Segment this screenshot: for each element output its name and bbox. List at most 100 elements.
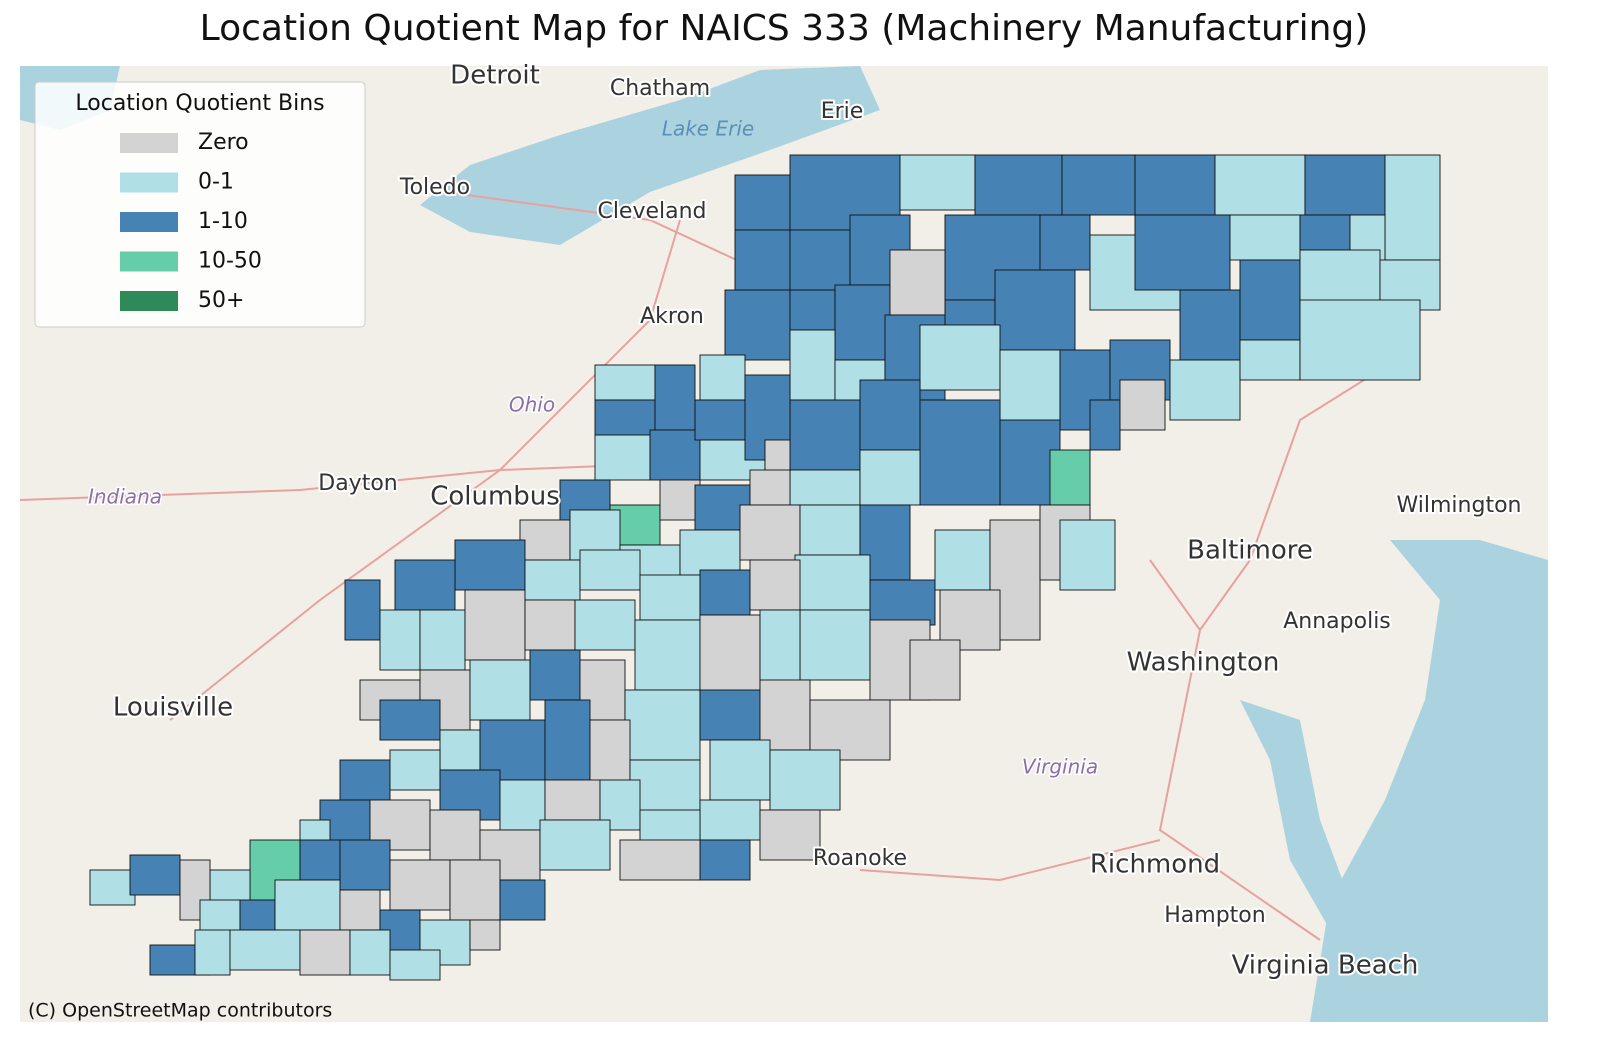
county <box>619 839 701 881</box>
county <box>1134 154 1216 216</box>
place-label: Indiana <box>88 485 162 509</box>
county <box>439 729 481 771</box>
county <box>759 679 811 751</box>
county <box>594 399 656 436</box>
place-label: Dayton <box>318 471 397 496</box>
county <box>389 859 451 911</box>
county <box>594 434 651 481</box>
county <box>344 579 381 641</box>
place-label: Erie <box>821 99 864 124</box>
county <box>639 574 701 621</box>
county <box>1304 154 1386 216</box>
county <box>624 689 701 761</box>
map-title: Location Quotient Map for NAICS 333 (Mac… <box>200 8 1369 49</box>
county <box>544 699 591 781</box>
place-label: Chatham <box>610 76 710 101</box>
county <box>934 529 991 591</box>
county <box>1134 214 1231 291</box>
place-label: Baltimore <box>1187 536 1313 566</box>
county <box>479 829 541 881</box>
county <box>749 559 801 611</box>
county <box>1384 154 1441 261</box>
county <box>394 559 456 616</box>
county <box>634 619 701 691</box>
county <box>709 739 771 801</box>
county <box>699 569 751 616</box>
place-label: Detroit <box>450 61 540 91</box>
legend-label: 10-50 <box>198 249 262 274</box>
county <box>594 364 656 401</box>
legend-title: Location Quotient Bins <box>75 91 324 116</box>
county <box>1169 359 1241 421</box>
place-label: Virginia Beach <box>1232 951 1419 981</box>
county <box>1049 449 1091 506</box>
county <box>889 249 946 316</box>
county <box>469 659 531 721</box>
county <box>654 364 696 431</box>
place-label: Columbus <box>430 482 560 512</box>
county <box>89 869 136 906</box>
county <box>589 719 631 791</box>
place-label: Roanoke <box>813 846 907 871</box>
county <box>1299 214 1351 251</box>
place-label: Richmond <box>1090 850 1220 880</box>
county <box>899 154 976 211</box>
county <box>739 504 801 561</box>
county <box>349 929 391 976</box>
place-label: Louisville <box>113 693 233 723</box>
county <box>1239 259 1301 341</box>
county <box>1089 399 1121 451</box>
legend-swatch <box>120 251 178 272</box>
county <box>919 399 1001 506</box>
place-label: Akron <box>640 304 704 329</box>
county <box>379 609 421 671</box>
county <box>699 839 751 881</box>
county <box>464 589 526 661</box>
county <box>1059 519 1116 591</box>
ocean <box>1240 540 1548 1022</box>
county <box>699 614 761 701</box>
place-label: Cleveland <box>597 199 706 224</box>
county <box>759 809 821 861</box>
county <box>749 469 791 506</box>
county <box>834 284 891 361</box>
county <box>299 929 351 976</box>
place-label: Hampton <box>1164 903 1265 928</box>
county <box>524 559 581 601</box>
county <box>339 889 381 931</box>
county <box>789 469 861 506</box>
legend: Zero 0-1 1-10 10-50 50+ <box>120 130 262 313</box>
county <box>519 519 571 561</box>
county <box>274 879 341 931</box>
county <box>759 609 801 691</box>
county <box>799 609 871 681</box>
county <box>649 429 701 481</box>
county <box>909 639 961 701</box>
lake-erie <box>420 66 880 245</box>
county <box>699 689 761 741</box>
place-label: Washington <box>1127 648 1280 678</box>
county <box>769 749 841 811</box>
county <box>1039 214 1091 271</box>
county <box>859 379 921 451</box>
legend-swatch <box>120 291 178 311</box>
county <box>389 749 441 791</box>
county <box>699 354 746 401</box>
place-label: Virginia <box>1022 755 1098 779</box>
legend-swatch <box>120 133 178 153</box>
county <box>1214 154 1306 216</box>
attribution: (C) OpenStreetMap contributors <box>28 1000 332 1022</box>
county <box>499 879 546 921</box>
legend-label: 50+ <box>198 288 244 313</box>
county <box>659 479 701 521</box>
legend-box <box>34 81 366 328</box>
county <box>539 819 611 871</box>
county <box>789 399 861 471</box>
county <box>1119 379 1166 431</box>
county <box>789 229 851 291</box>
county <box>339 759 391 801</box>
county <box>379 699 441 741</box>
legend-label: 1-10 <box>198 209 248 234</box>
county <box>574 599 636 651</box>
